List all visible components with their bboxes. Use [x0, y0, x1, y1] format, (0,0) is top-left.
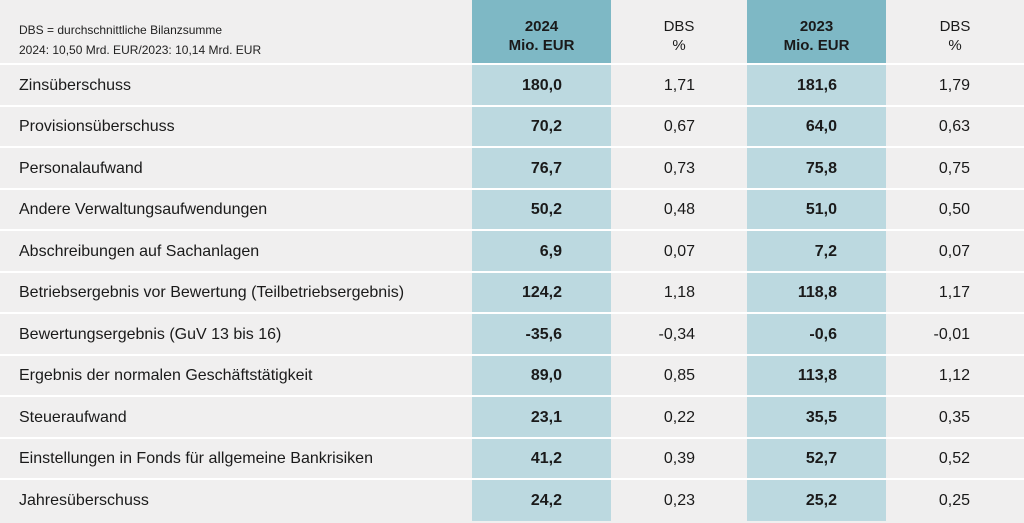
dbs-2024: 0,22 — [663, 408, 695, 426]
value-2023: 118,8 — [797, 284, 837, 301]
table-row: Abschreibungen auf Sachanlagen 6,9 0,07 … — [0, 229, 1024, 272]
value-2023: 181,6 — [796, 76, 837, 94]
dbs-2023: 0,52 — [938, 450, 970, 467]
dbs-2024: 0,23 — [663, 491, 695, 509]
dbs-2024: 0,73 — [663, 159, 695, 177]
value-2023: 51,0 — [805, 201, 837, 218]
header-2024-unit: Mio. EUR — [508, 37, 575, 54]
value-2024: 124,2 — [521, 284, 562, 301]
dbs-2023: 1,79 — [938, 76, 970, 94]
row-label: Personalaufwand — [19, 159, 143, 177]
table-row: Zinsüberschuss 180,0 1,71 181,6 1,79 — [0, 63, 1024, 106]
header-dbs-2023: DBS % — [886, 14, 1024, 58]
header-dbs-2023-unit: % — [948, 37, 962, 54]
column-2024-background — [472, 0, 611, 521]
value-2024: -35,6 — [525, 325, 562, 343]
table-row: Personalaufwand 76,7 0,73 75,8 0,75 — [0, 146, 1024, 189]
value-2024: 76,7 — [530, 159, 562, 177]
table-row: Steueraufwand 23,1 0,22 35,5 0,35 — [0, 395, 1024, 438]
value-2024: 24,2 — [530, 491, 562, 509]
table-row: Ergebnis der normalen Geschäftstätigkeit… — [0, 353, 1024, 397]
dbs-2024: 0,85 — [663, 367, 695, 384]
column-2023-background — [747, 0, 886, 521]
note-dbs-definition: DBS = durchschnittliche Bilanzsumme — [19, 23, 223, 37]
dbs-2024: 0,67 — [663, 118, 695, 135]
row-label: Jahresüberschuss — [19, 491, 149, 509]
dbs-2023: 0,75 — [938, 159, 970, 177]
header-2024-background — [472, 0, 611, 63]
dbs-2024: 0,39 — [663, 450, 695, 467]
value-2023: 64,0 — [805, 118, 837, 135]
row-label: Einstellungen in Fonds für allgemeine Ba… — [19, 450, 373, 467]
dbs-2023: 1,17 — [938, 284, 970, 301]
table-row: Jahresüberschuss 24,2 0,23 25,2 0,25 — [0, 478, 1024, 523]
value-2024: 23,1 — [530, 408, 562, 426]
value-2024: 180,0 — [521, 76, 562, 94]
value-2024: 41,2 — [530, 450, 562, 467]
value-2024: 50,2 — [530, 201, 562, 218]
header-2023: 2023 Mio. EUR — [747, 14, 886, 58]
row-label: Bewertungsergebnis (GuV 13 bis 16) — [19, 325, 282, 343]
header-dbs-2024: DBS % — [611, 14, 747, 58]
dbs-2024: 1,18 — [663, 284, 695, 301]
dbs-2023: -0,01 — [933, 325, 970, 343]
table-row: Andere Verwaltungsaufwendungen 50,2 0,48… — [0, 187, 1024, 231]
header-2023-unit: Mio. EUR — [783, 37, 850, 54]
header-2023-background — [747, 0, 886, 63]
table-row: Einstellungen in Fonds für allgemeine Ba… — [0, 436, 1024, 480]
value-2023: 75,8 — [805, 159, 837, 177]
dbs-2023: 0,25 — [938, 491, 970, 509]
dbs-2024: 0,07 — [663, 242, 695, 260]
value-2023: -0,6 — [809, 325, 837, 343]
dbs-2023: 0,35 — [938, 408, 970, 426]
value-2023: 113,8 — [797, 367, 837, 384]
row-label: Ergebnis der normalen Geschäftstätigkeit — [19, 367, 313, 384]
table-row: Betriebsergebnis vor Bewertung (Teilbetr… — [0, 270, 1024, 314]
header-2024-year: 2024 — [524, 18, 559, 35]
dbs-2024: -0,34 — [658, 325, 695, 343]
header-dbs-2024-unit: % — [672, 37, 686, 54]
value-2023: 7,2 — [814, 242, 837, 260]
dbs-2023: 0,63 — [938, 118, 970, 135]
row-label: Betriebsergebnis vor Bewertung (Teilbetr… — [19, 284, 405, 301]
table-row: Bewertungsergebnis (GuV 13 bis 16) -35,6… — [0, 312, 1024, 355]
row-label: Abschreibungen auf Sachanlagen — [19, 242, 260, 260]
row-label: Zinsüberschuss — [19, 76, 132, 94]
note-balance-totals: 2024: 10,50 Mrd. EUR/2023: 10,14 Mrd. EU… — [19, 43, 262, 57]
dbs-2023: 1,12 — [938, 367, 970, 384]
dbs-2023: 0,07 — [938, 242, 970, 260]
dbs-2024: 1,71 — [663, 76, 695, 94]
row-label: Andere Verwaltungsaufwendungen — [19, 201, 268, 218]
value-2024: 70,2 — [530, 118, 562, 135]
value-2023: 25,2 — [805, 491, 837, 509]
header-2024: 2024 Mio. EUR — [472, 14, 611, 58]
header-dbs-2023-title: DBS — [939, 18, 971, 35]
header-dbs-2024-title: DBS — [663, 18, 695, 35]
row-label: Provisionsüberschuss — [19, 118, 175, 135]
table-row: Provisionsüberschuss 70,2 0,67 64,0 0,63 — [0, 104, 1024, 148]
value-2024: 89,0 — [530, 367, 562, 384]
value-2023: 52,7 — [805, 450, 837, 467]
value-2024: 6,9 — [539, 242, 562, 260]
header-2023-year: 2023 — [799, 18, 834, 35]
row-label: Steueraufwand — [19, 408, 127, 426]
dbs-2023: 0,50 — [938, 201, 970, 218]
value-2023: 35,5 — [805, 408, 837, 426]
dbs-2024: 0,48 — [663, 201, 695, 218]
